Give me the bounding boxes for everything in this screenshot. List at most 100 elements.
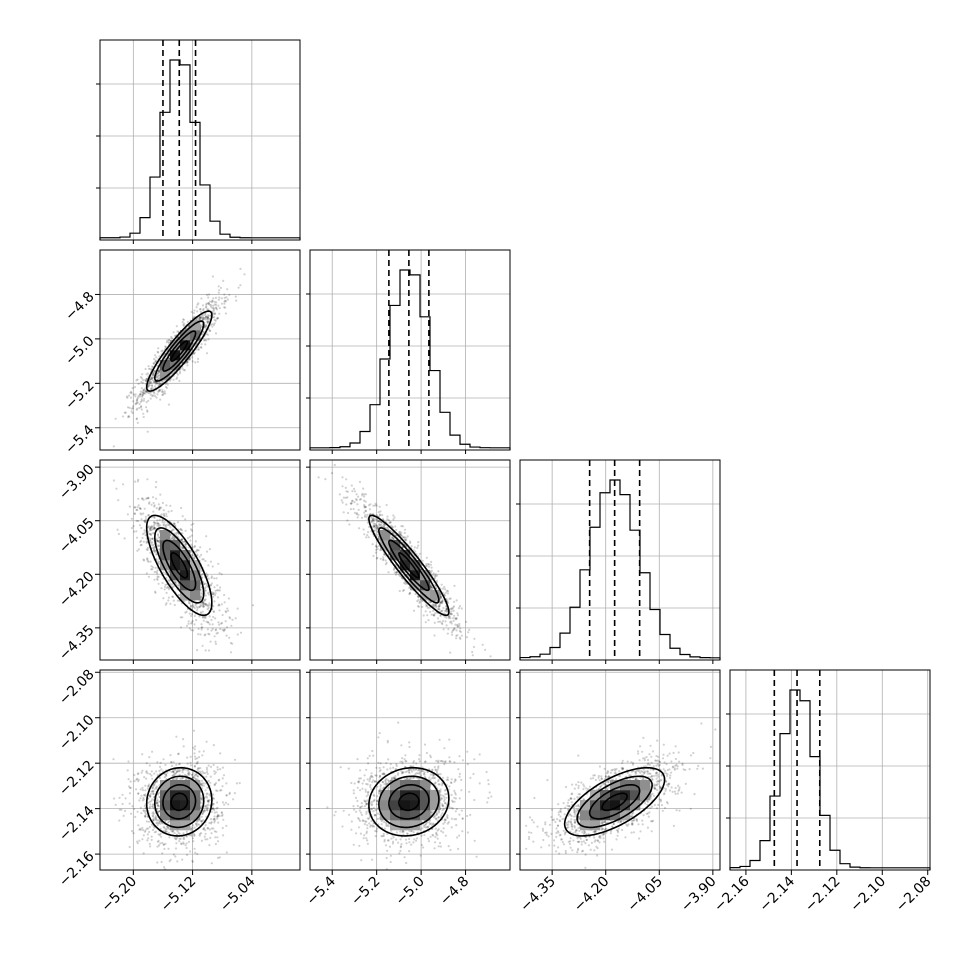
scatter-point	[402, 589, 405, 592]
contour-line	[388, 539, 430, 592]
scatter-point	[176, 829, 179, 833]
scatter-point	[200, 628, 203, 631]
scatter-panel-4-1	[99, 669, 301, 871]
scatter-point	[143, 529, 146, 532]
scatter-point	[210, 821, 213, 824]
scatter-point	[153, 546, 156, 549]
scatter-point	[398, 531, 401, 534]
scatter-point	[142, 798, 145, 801]
scatter-point	[170, 509, 173, 513]
scatter-point	[132, 393, 135, 396]
scatter-point	[228, 293, 231, 296]
scatter-point	[150, 378, 153, 381]
scatter-point	[206, 628, 209, 631]
scatter-point	[155, 539, 158, 542]
scatter-point	[181, 858, 184, 861]
scatter-point	[192, 729, 196, 732]
scatter-point	[427, 562, 430, 566]
scatter-point	[195, 762, 198, 765]
scatter-point	[202, 558, 205, 561]
scatter-point	[143, 389, 146, 392]
scatter-point	[171, 583, 174, 586]
scatter-point	[193, 826, 196, 829]
scatter-point	[441, 600, 444, 603]
scatter-point	[219, 286, 222, 289]
scatter-point	[154, 354, 157, 357]
scatter-point	[179, 527, 182, 531]
scatter-point	[453, 627, 456, 630]
scatter-point	[142, 391, 145, 394]
scatter-point	[185, 830, 188, 833]
scatter-point	[130, 392, 133, 395]
scatter-point	[217, 285, 220, 288]
scatter-point	[144, 379, 148, 383]
scatter-point	[434, 603, 437, 607]
scatter-point	[164, 583, 167, 587]
scatter-point	[179, 616, 182, 619]
scatter-point	[152, 548, 156, 551]
scatter-point	[202, 316, 205, 320]
scatter-point	[154, 787, 157, 790]
scatter-point	[154, 381, 157, 384]
scatter-point	[145, 541, 148, 545]
scatter-point	[456, 612, 459, 615]
scatter-point	[438, 604, 441, 607]
scatter-point	[176, 373, 180, 376]
scatter-point	[214, 842, 217, 846]
scatter-point	[176, 376, 179, 379]
scatter-point	[201, 604, 204, 607]
scatter-point	[147, 367, 151, 370]
scatter-point	[147, 497, 150, 500]
scatter-point	[390, 524, 393, 528]
scatter-point	[150, 533, 153, 537]
scatter-point	[440, 595, 443, 598]
density-cell	[170, 570, 181, 581]
scatter-point	[159, 832, 162, 835]
scatter-point	[434, 603, 437, 606]
scatter-point	[430, 569, 433, 572]
scatter-point	[165, 586, 168, 590]
scatter-point	[212, 323, 216, 326]
scatter-point	[140, 377, 144, 380]
scatter-point	[212, 591, 215, 594]
scatter-point	[207, 302, 210, 305]
scatter-point	[225, 611, 228, 614]
scatter-point	[172, 830, 175, 833]
scatter-point	[221, 814, 224, 818]
scatter-point	[222, 630, 225, 633]
scatter-point	[205, 584, 208, 587]
scatter-point	[156, 845, 159, 848]
scatter-point	[200, 612, 203, 615]
scatter-point	[440, 601, 443, 604]
scatter-point	[212, 307, 215, 310]
scatter-point	[433, 605, 436, 608]
scatter-point	[146, 772, 149, 775]
scatter-point	[416, 546, 419, 550]
scatter-point	[149, 387, 153, 390]
scatter-point	[156, 539, 159, 542]
scatter-point	[427, 619, 430, 622]
scatter-point	[207, 632, 210, 635]
scatter-point	[135, 530, 138, 533]
scatter-point	[382, 553, 386, 556]
scatter-point	[358, 498, 361, 501]
scatter-point	[221, 813, 224, 816]
scatter-point	[170, 761, 173, 764]
scatter-point	[425, 556, 428, 559]
scatter-point	[433, 621, 436, 624]
scatter-point	[150, 838, 153, 842]
scatter-point	[406, 535, 409, 538]
scatter-point	[454, 623, 457, 626]
scatter-point	[158, 506, 161, 509]
scatter-point	[162, 524, 165, 527]
scatter-point	[161, 390, 164, 393]
scatter-point	[146, 557, 149, 560]
scatter-point	[368, 508, 371, 511]
scatter-point	[174, 580, 177, 583]
scatter-point	[213, 635, 216, 638]
scatter-point	[408, 592, 411, 595]
scatter-point	[369, 512, 372, 516]
scatter-point	[172, 331, 175, 334]
panel-content	[100, 460, 300, 660]
scatter-point	[142, 392, 145, 395]
